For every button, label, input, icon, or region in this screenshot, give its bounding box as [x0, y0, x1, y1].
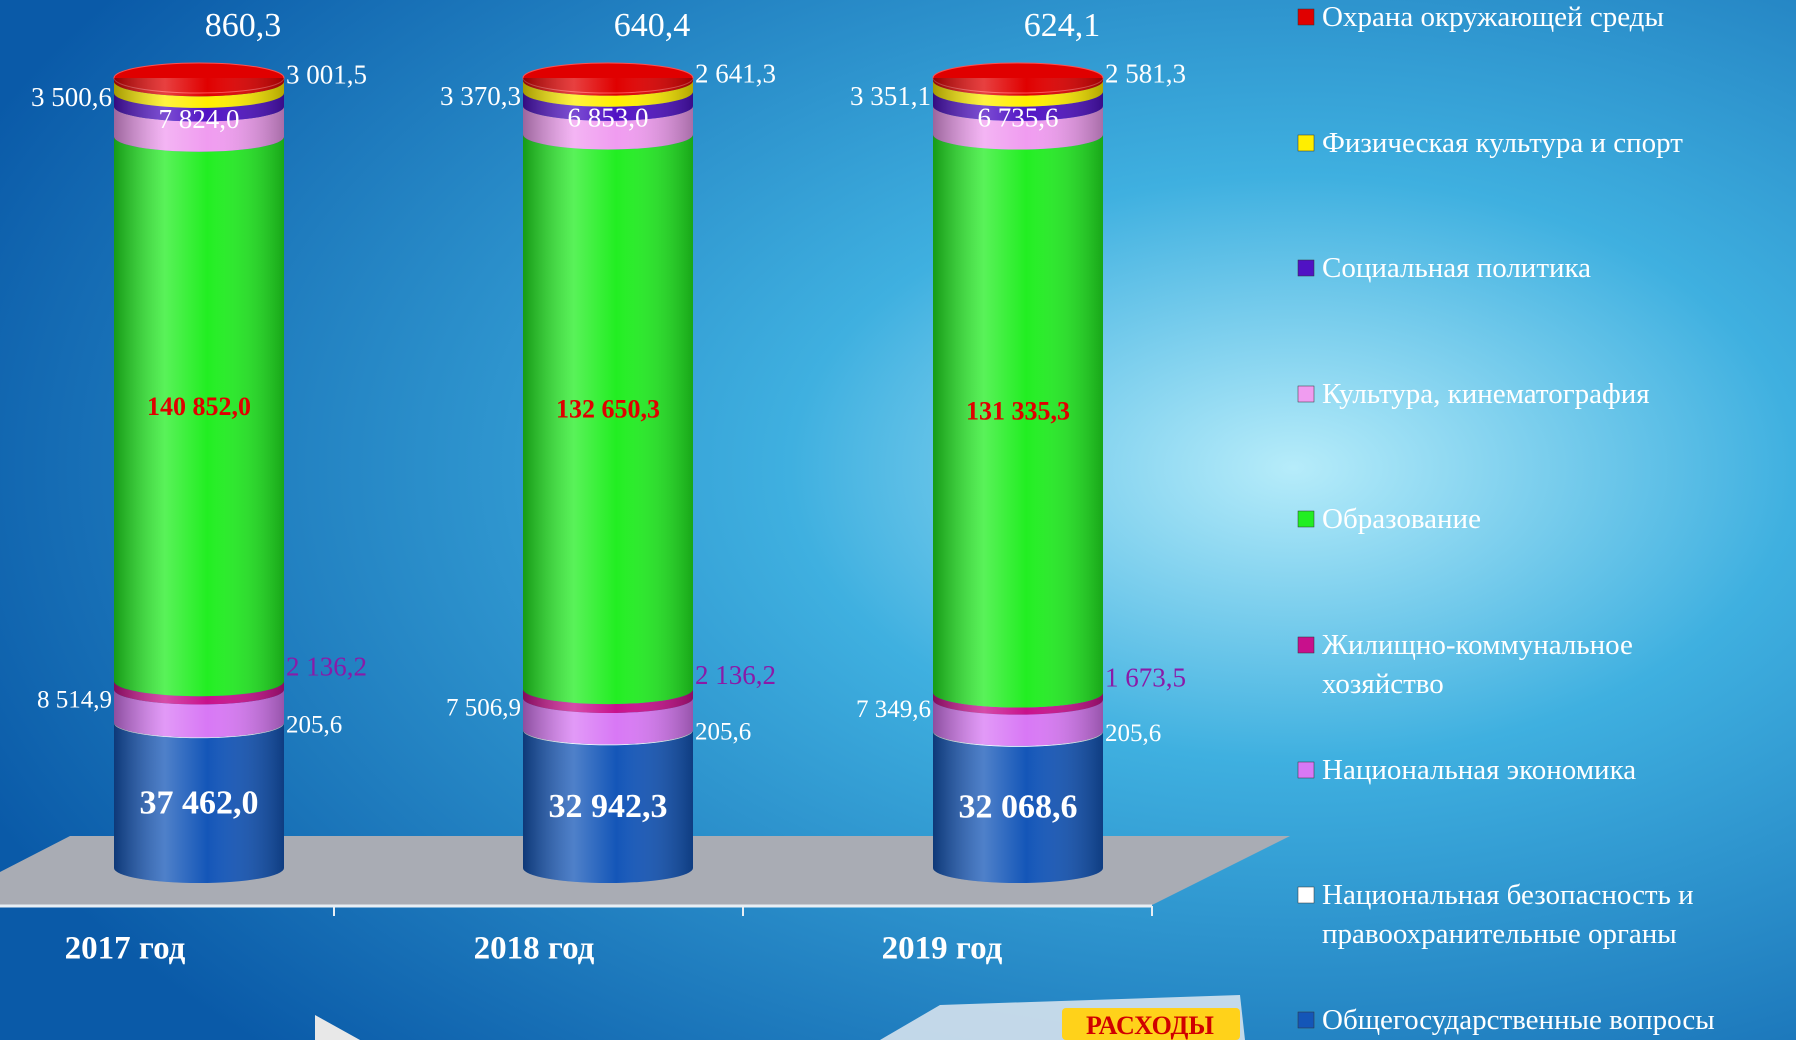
value-label: 2 136,2	[695, 660, 776, 690]
cylinder	[114, 63, 284, 883]
legend-label: Национальная экономика	[1322, 751, 1792, 790]
value-label: 860,3	[205, 7, 282, 44]
bar-top	[114, 63, 284, 93]
legend-item: Охрана окружающей среды	[1322, 0, 1796, 88]
value-label: 3 370,3	[440, 81, 521, 111]
value-label: 131 335,3	[966, 396, 1070, 425]
legend-label: Жилищно-коммунальное хозяйство	[1322, 626, 1702, 704]
x-tick-label: 2018 год	[474, 931, 595, 967]
value-label: 140 852,0	[147, 392, 251, 421]
value-label: 624,1	[1024, 7, 1101, 44]
legend-label: Национальная безопасность и правоохранит…	[1322, 876, 1792, 954]
value-label: 37 462,0	[140, 784, 259, 821]
legend-label: Общегосударственные вопросы	[1322, 1001, 1792, 1040]
legend-item: Национальная безопасность и правоохранит…	[1322, 876, 1796, 966]
legend-item: Физическая культура и спорт	[1322, 124, 1796, 214]
value-label: 6 735,6	[978, 102, 1059, 132]
page: 37 462,0 205,6 8 514,9 2 136,2 140 852,0 7 82…	[0, 0, 1796, 1040]
value-label: 640,4	[614, 7, 691, 44]
value-label: 3 351,1	[850, 81, 931, 111]
legend-swatch	[1298, 1012, 1314, 1028]
value-label: 7 349,6	[856, 696, 931, 723]
value-label: 3 500,6	[31, 82, 112, 112]
chart: 37 462,0 205,6 8 514,9 2 136,2 140 852,0 7 82…	[0, 0, 1796, 1040]
legend-swatch	[1298, 386, 1314, 402]
legend-item: Социальная политика	[1322, 249, 1796, 339]
value-label: 205,6	[695, 719, 751, 746]
value-label: 7 824,0	[159, 104, 240, 134]
value-label: 32 068,6	[959, 789, 1078, 826]
legend-swatch	[1298, 9, 1314, 25]
legend-item: Общегосударственные вопросы	[1322, 1001, 1796, 1040]
legend-swatch	[1298, 135, 1314, 151]
value-label: 32 942,3	[549, 788, 668, 825]
legend-item: Жилищно-коммунальное хозяйство	[1322, 626, 1796, 716]
value-label: 3 001,5	[286, 59, 367, 89]
value-label: 205,6	[286, 712, 342, 739]
value-label: 6 853,0	[568, 102, 649, 132]
legend-label: Культура, кинематография	[1322, 375, 1792, 414]
value-label: 132 650,3	[556, 395, 660, 424]
legend-item: Образование	[1322, 500, 1796, 590]
value-label: 2 641,3	[695, 58, 776, 88]
legend-label: Физическая культура и спорт	[1322, 124, 1792, 163]
value-label: 1 673,5	[1105, 662, 1186, 692]
legend-label: Охрана окружающей среды	[1322, 0, 1792, 37]
legend-item: Культура, кинематография	[1322, 375, 1796, 465]
legend-swatch	[1298, 762, 1314, 778]
value-label: 8 514,9	[37, 687, 112, 714]
bar-top	[933, 63, 1103, 93]
x-tick-label: 2019 год	[882, 931, 1003, 967]
cylinder	[523, 63, 693, 883]
legend-label: Социальная политика	[1322, 249, 1792, 288]
legend-label: Образование	[1322, 500, 1792, 539]
bar-top	[523, 63, 693, 93]
value-label: 2 581,3	[1105, 58, 1186, 88]
value-label: 2 136,2	[286, 652, 367, 682]
legend-swatch	[1298, 260, 1314, 276]
cylinder	[933, 63, 1103, 883]
annotation: РАСХОДЫ	[1086, 1011, 1214, 1040]
value-label: 205,6	[1105, 720, 1161, 747]
value-label: 7 506,9	[446, 694, 521, 721]
legend-item: Национальная экономика	[1322, 751, 1796, 841]
x-tick-label: 2017 год	[65, 931, 186, 967]
legend-swatch	[1298, 637, 1314, 653]
legend-swatch	[1298, 511, 1314, 527]
legend-swatch	[1298, 887, 1314, 903]
